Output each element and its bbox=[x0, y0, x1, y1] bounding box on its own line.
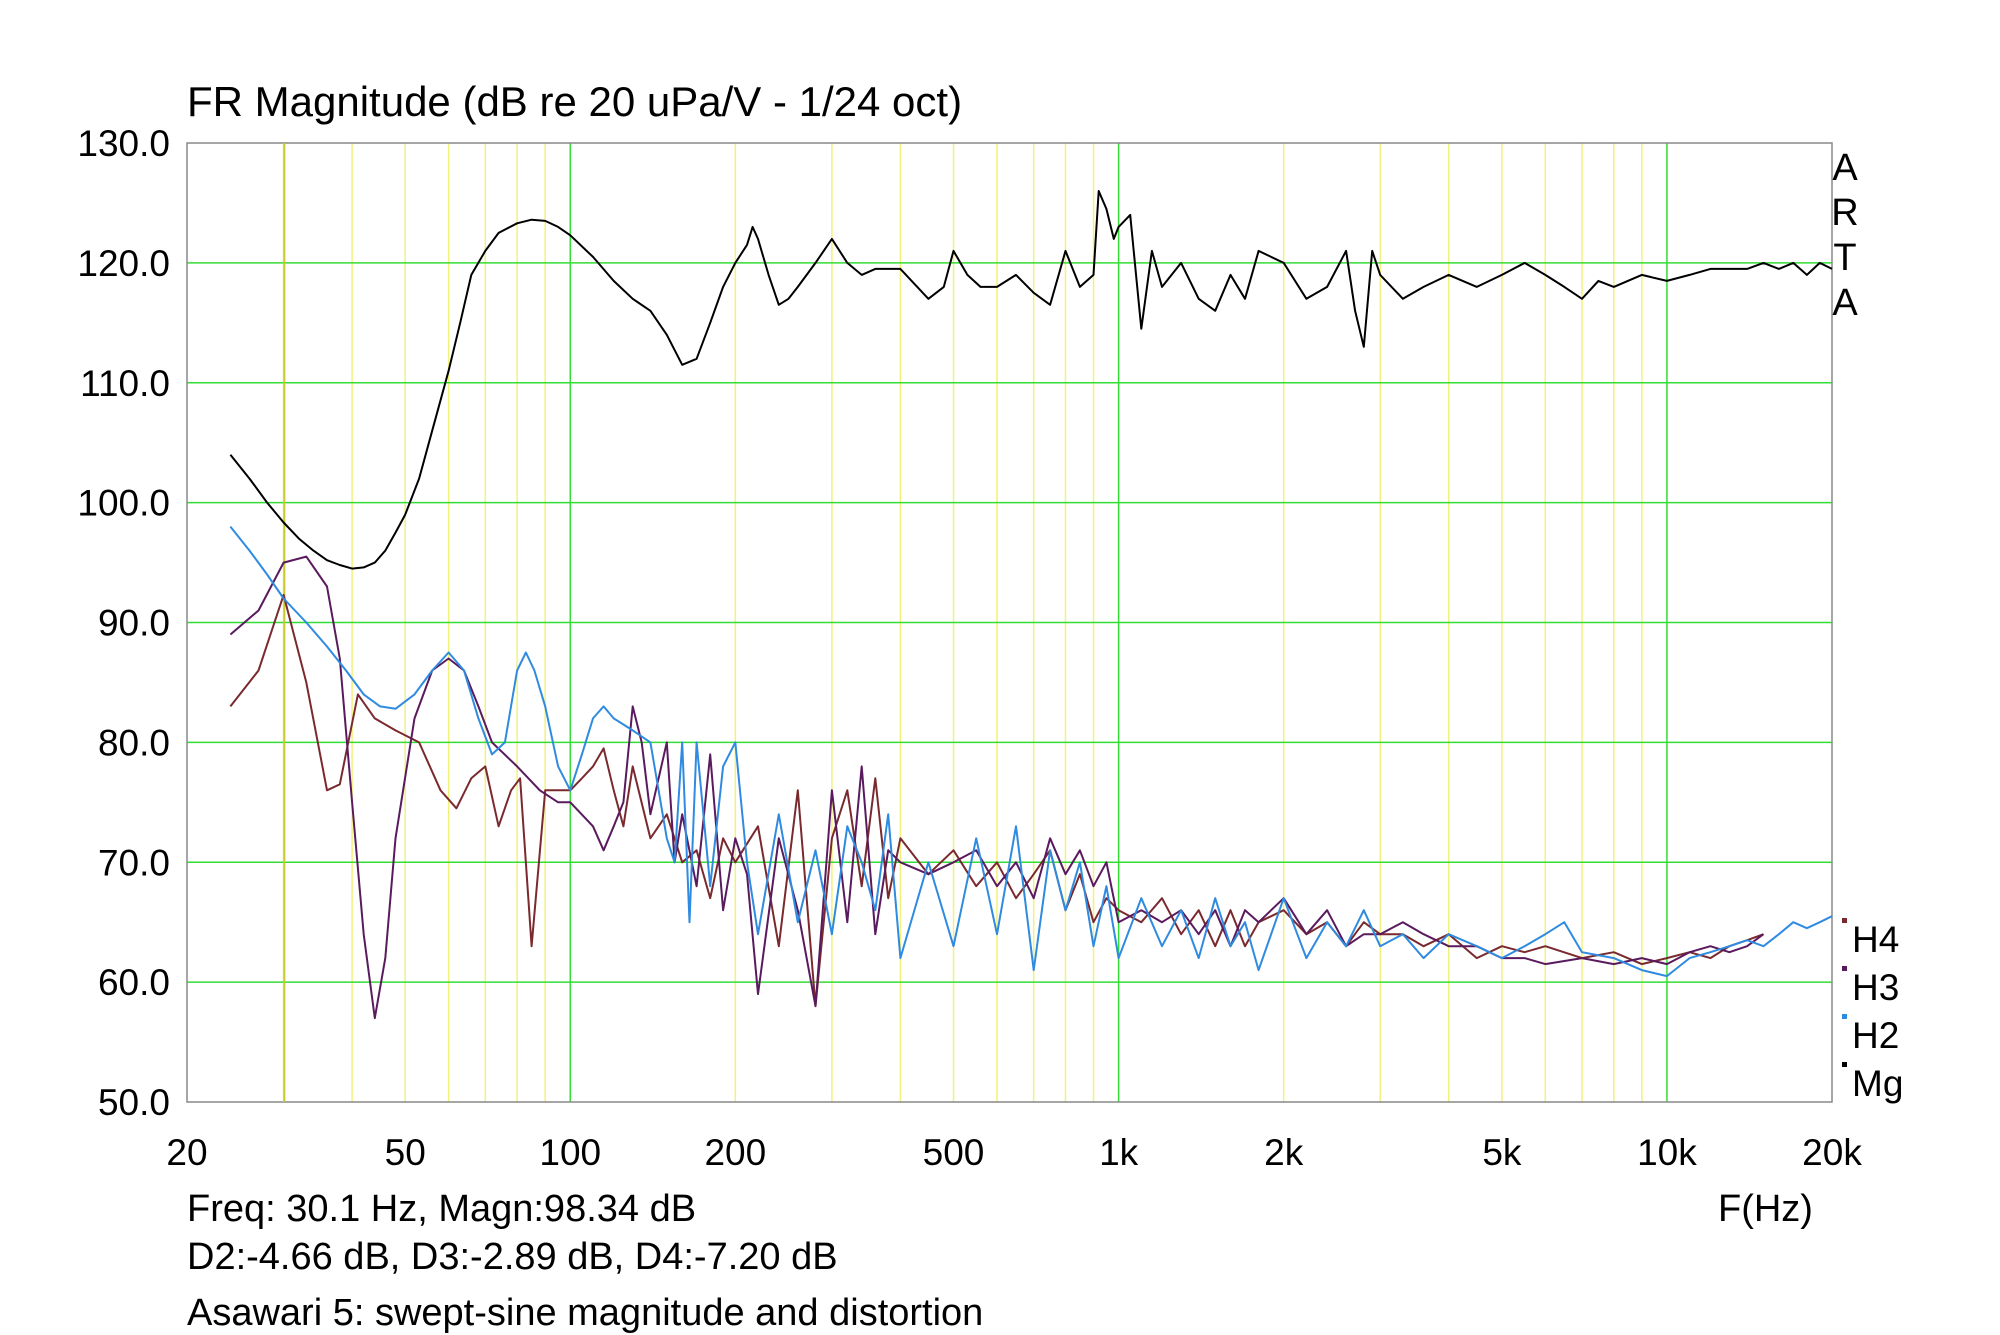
series-line-h3 bbox=[229, 555, 1765, 1020]
series-line-h4 bbox=[229, 593, 1764, 1008]
brand-letter: A bbox=[1832, 147, 1858, 189]
chart-title: FR Magnitude (dB re 20 uPa/V - 1/24 oct) bbox=[187, 78, 963, 125]
x-tick-label: 20 bbox=[166, 1132, 207, 1173]
legend-label-h4: H4 bbox=[1852, 919, 1899, 960]
x-tick-labels: 20 50 100 200 500 1k 2k 5k 10k 20k bbox=[166, 1132, 1862, 1173]
plot-frame bbox=[186, 142, 1833, 1103]
y-tick-label: 110.0 bbox=[80, 363, 170, 404]
chart-caption: Asawari 5: swept-sine magnitude and dist… bbox=[187, 1292, 984, 1334]
series-line-h2 bbox=[229, 525, 1833, 978]
legend: H4 H3 H2 Mg bbox=[1842, 918, 1903, 1104]
legend-swatch-mg bbox=[1842, 1062, 1847, 1067]
x-tick-label: 10k bbox=[1637, 1132, 1697, 1173]
brand-letter: A bbox=[1832, 282, 1858, 324]
y-tick-label: 90.0 bbox=[98, 603, 170, 644]
legend-swatch-h4 bbox=[1842, 918, 1847, 923]
cursor-readout-frequency: Freq: 30.1 Hz, Magn:98.34 dB bbox=[187, 1188, 697, 1230]
x-tick-label: 20k bbox=[1802, 1132, 1862, 1173]
legend-swatch-h2 bbox=[1842, 1014, 1847, 1019]
series-line-mg bbox=[229, 190, 1833, 570]
x-axis-label: F(Hz) bbox=[1718, 1188, 1813, 1230]
legend-label-h3: H3 bbox=[1852, 967, 1899, 1008]
x-tick-label: 500 bbox=[923, 1132, 985, 1173]
x-tick-label: 1k bbox=[1099, 1132, 1139, 1173]
x-tick-label: 50 bbox=[385, 1132, 426, 1173]
brand-letter: T bbox=[1833, 237, 1857, 279]
x-tick-label: 100 bbox=[539, 1132, 601, 1173]
y-tick-label: 50.0 bbox=[98, 1082, 170, 1123]
y-tick-label: 60.0 bbox=[98, 962, 170, 1003]
brand-letter: R bbox=[1831, 192, 1859, 234]
x-tick-label: 2k bbox=[1264, 1132, 1304, 1173]
legend-swatch-h3 bbox=[1842, 966, 1847, 971]
y-tick-label: 70.0 bbox=[98, 842, 170, 883]
series-layer bbox=[229, 190, 1833, 1020]
x-tick-label: 5k bbox=[1482, 1132, 1522, 1173]
cursor-readout-distortion: D2:-4.66 dB, D3:-2.89 dB, D4:-7.20 dB bbox=[187, 1236, 838, 1278]
y-tick-labels: 50.0 60.0 70.0 80.0 90.0 100.0 110.0 120.0 130.0 bbox=[77, 123, 170, 1123]
y-tick-label: 100.0 bbox=[77, 483, 170, 524]
legend-label-mg: Mg bbox=[1852, 1063, 1903, 1104]
y-tick-label: 120.0 bbox=[77, 243, 170, 284]
brand-wordmark: A R T A bbox=[1830, 146, 1860, 326]
y-tick-label: 130.0 bbox=[77, 123, 170, 164]
y-tick-label: 80.0 bbox=[98, 722, 170, 763]
legend-label-h2: H2 bbox=[1852, 1015, 1899, 1056]
x-tick-label: 200 bbox=[704, 1132, 766, 1173]
